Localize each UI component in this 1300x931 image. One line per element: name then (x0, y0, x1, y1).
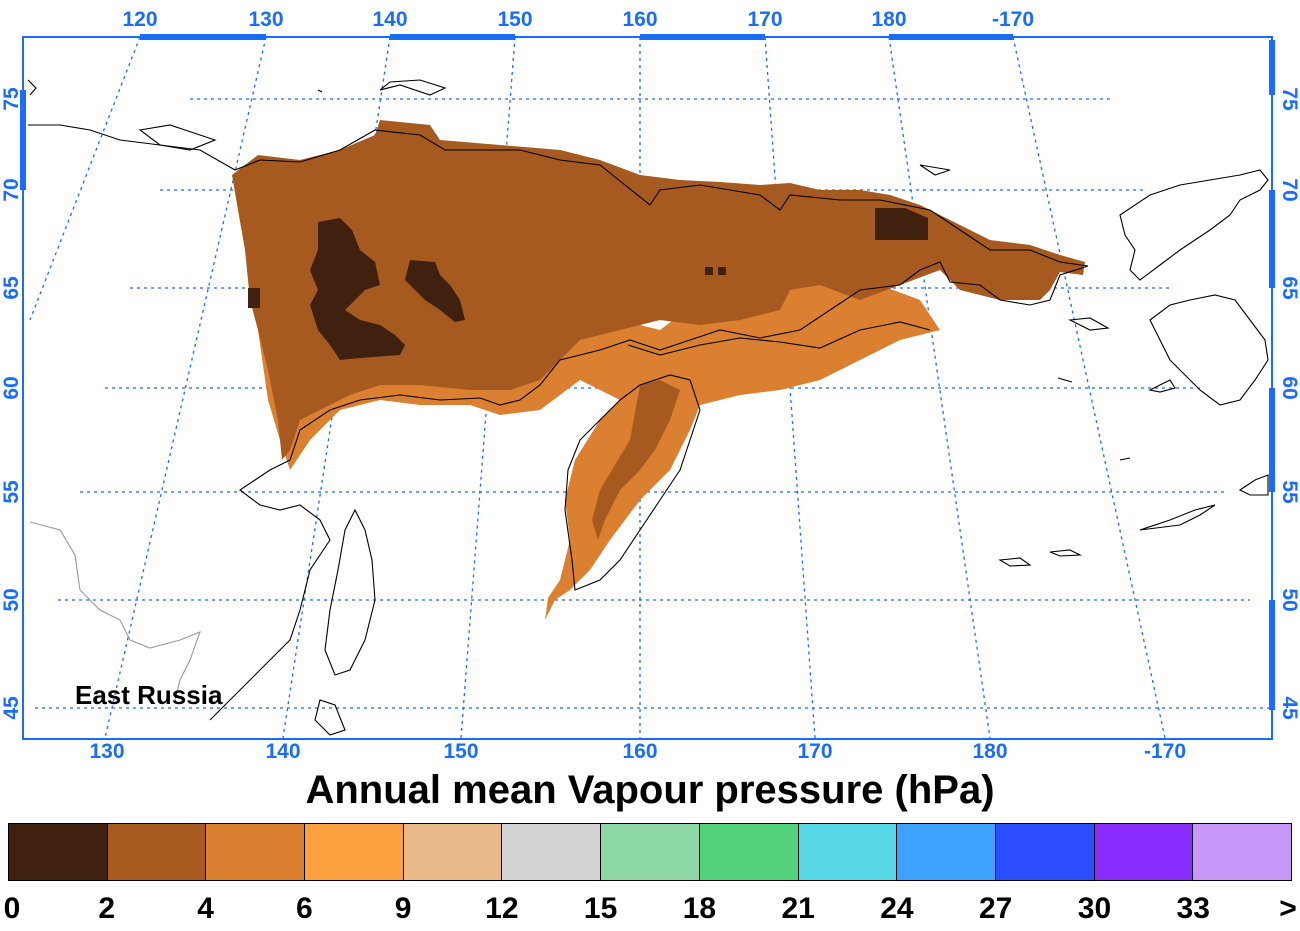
field-0-2-east-a (405, 260, 465, 322)
coastlines (27, 79, 1269, 736)
legend-swatch (1193, 824, 1291, 880)
legend-label: 30 (1077, 892, 1112, 925)
top-lon-label: 170 (747, 8, 782, 31)
field-0-2-dot-c (248, 288, 260, 308)
legend-labels: 0 2 4 6 9 12 15 18 21 24 27 30 33 > (0, 892, 1300, 928)
legend-label: 27 (979, 892, 1013, 925)
legend-swatch (206, 824, 306, 880)
top-lon-label: 180 (871, 8, 906, 31)
left-lat-label: 70 (0, 178, 23, 201)
top-lon-label: 130 (248, 8, 283, 31)
country-borders (29, 521, 201, 701)
top-lon-label: 120 (122, 8, 157, 31)
field-2-4-kamchatka (592, 380, 680, 540)
field-0-2-east-b (875, 208, 928, 240)
top-lon-label: 150 (497, 8, 532, 31)
legend-swatch (9, 824, 108, 880)
legend-label: 0 (3, 892, 21, 925)
field-0-2-dot-b (718, 267, 726, 275)
legend-swatch (798, 824, 898, 880)
field-0-2-west (310, 218, 405, 360)
top-lon-label: 160 (622, 8, 657, 31)
left-lat-label: 65 (0, 276, 23, 300)
field-0-2-dot-a (705, 267, 713, 275)
legend-swatch (897, 824, 996, 880)
legend-swatch (403, 824, 503, 880)
map-canvas: East Russia 120 130 140 150 160 170 180 … (0, 8, 1300, 760)
frame-ticks (20, 34, 1275, 710)
legend-swatch (699, 824, 799, 880)
legend-label: 21 (781, 892, 815, 925)
top-lon-label: -170 (992, 8, 1034, 31)
color-legend (8, 823, 1292, 881)
bottom-lon-label: -170 (1144, 740, 1186, 760)
legend-label: 15 (583, 892, 618, 925)
legend-label: > (1279, 892, 1297, 925)
legend-swatch (1094, 824, 1194, 880)
right-lat-label: 70 (1278, 178, 1300, 201)
left-lat-label: 50 (0, 588, 23, 611)
top-lon-labels: 120 130 140 150 160 170 180 -170 (122, 8, 1034, 31)
vapour-pressure-field (232, 120, 1085, 620)
legend-label: 4 (197, 892, 214, 925)
right-lat-label: 65 (1278, 276, 1300, 300)
legend-label: 6 (295, 892, 313, 925)
right-lat-label: 60 (1278, 376, 1300, 399)
legend-swatch (305, 824, 404, 880)
bottom-lon-label: 170 (797, 740, 832, 760)
right-lat-labels: 75 70 65 60 55 50 45 (1278, 87, 1300, 720)
legend-swatch (995, 824, 1095, 880)
legend-swatch (107, 824, 207, 880)
legend-label: 12 (485, 892, 519, 925)
bottom-lon-label: 160 (622, 740, 657, 760)
legend-label: 9 (394, 892, 412, 925)
right-lat-label: 55 (1278, 480, 1300, 504)
bottom-lon-labels: 130 140 150 160 170 180 -170 (89, 740, 1186, 760)
bottom-lon-label: 150 (443, 740, 478, 760)
left-lat-label: 75 (0, 87, 23, 111)
right-lat-label: 45 (1278, 696, 1300, 720)
map-title: Annual mean Vapour pressure (hPa) (305, 768, 995, 812)
left-lat-label: 55 (0, 480, 23, 504)
legend-label: 33 (1176, 892, 1210, 925)
legend-swatch (502, 824, 602, 880)
field-2-4-main (232, 120, 1085, 460)
region-label: East Russia (75, 680, 223, 710)
legend-label: 24 (880, 892, 914, 925)
left-lat-label: 45 (0, 696, 23, 720)
bottom-lon-label: 180 (972, 740, 1007, 760)
top-lon-label: 140 (372, 8, 407, 31)
left-lat-label: 60 (0, 376, 23, 399)
bottom-lon-label: 130 (89, 740, 124, 760)
left-lat-labels: 75 70 65 60 55 50 45 (0, 87, 23, 720)
legend-swatch (601, 824, 700, 880)
legend-label: 18 (682, 892, 717, 925)
bottom-lon-label: 140 (265, 740, 300, 760)
right-lat-label: 50 (1278, 588, 1300, 611)
legend-label: 2 (98, 892, 116, 925)
right-lat-label: 75 (1278, 87, 1300, 111)
